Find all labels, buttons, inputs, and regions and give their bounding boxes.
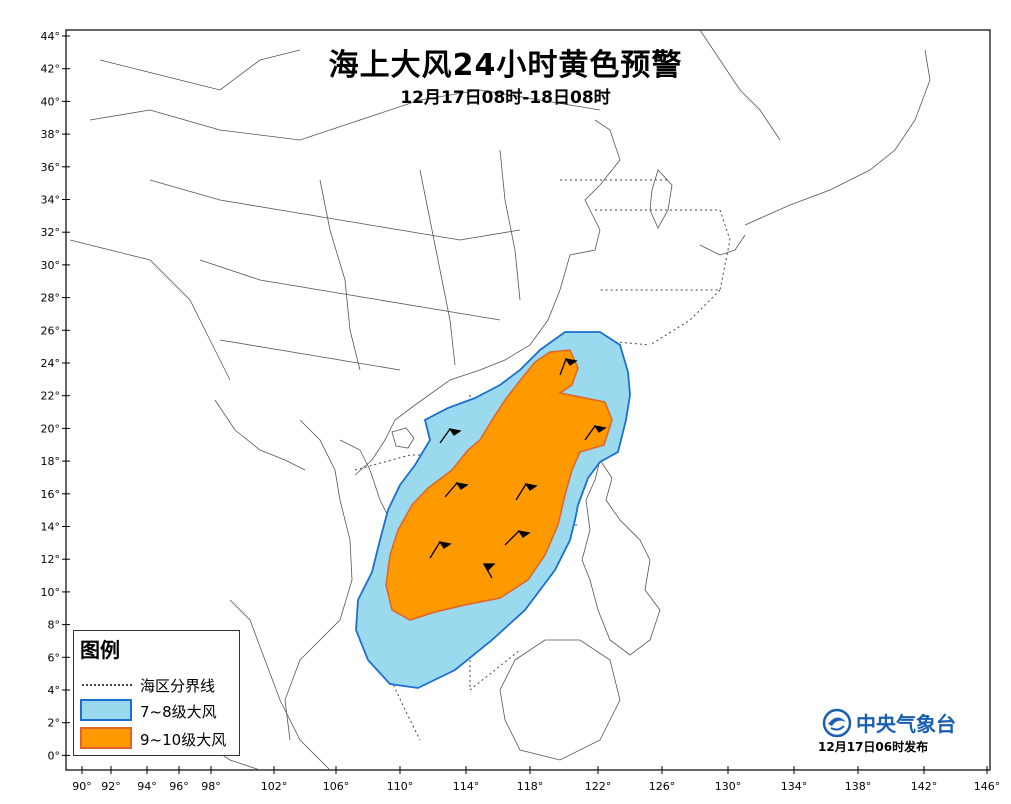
lon-tick-label: 90° xyxy=(72,780,92,793)
gale-9-10-zone xyxy=(385,349,613,621)
lat-tick-label: 0° xyxy=(48,749,61,762)
lat-tick-label: 24° xyxy=(41,357,61,370)
lat-tick-label: 42° xyxy=(41,63,61,76)
wind-barb xyxy=(515,483,538,501)
lon-tick-label: 122° xyxy=(585,780,612,793)
lon-tick-label: 118° xyxy=(517,780,544,793)
agency-name: 中央气象台 xyxy=(856,712,956,736)
wind-barb xyxy=(504,530,531,546)
lon-tick-label: 142° xyxy=(911,780,938,793)
lon-tick-label: 98° xyxy=(201,780,221,793)
lon-tick-label: 138° xyxy=(845,780,872,793)
dotted-line-swatch xyxy=(82,684,132,686)
legend: 图例 海区分界线 7~8级大风 9~10级大风 xyxy=(73,630,240,756)
lat-tick-label: 38° xyxy=(41,128,61,141)
wind-barb xyxy=(429,541,452,559)
lat-tick-label: 44° xyxy=(41,30,61,43)
lat-tick-label: 40° xyxy=(41,95,61,108)
lat-tick-label: 16° xyxy=(41,488,61,501)
lat-tick-label: 2° xyxy=(48,717,61,730)
blue-swatch xyxy=(80,699,132,721)
lat-tick-label: 20° xyxy=(41,422,61,435)
wind-barb xyxy=(482,563,496,579)
agency-logo: 中央气象台 xyxy=(820,706,990,740)
wind-barb xyxy=(439,428,462,444)
lat-tick-label: 22° xyxy=(41,390,61,403)
lat-tick-label: 26° xyxy=(41,324,61,337)
lon-tick-label: 92° xyxy=(101,780,121,793)
lon-tick-label: 102° xyxy=(261,780,288,793)
map-title: 海上大风24小时黄色预警 xyxy=(328,48,683,83)
issued-time: 12月17日06时发布 xyxy=(818,740,929,754)
lat-tick-label: 10° xyxy=(41,586,61,599)
lat-tick-label: 8° xyxy=(48,619,61,632)
lat-tick-label: 18° xyxy=(41,455,61,468)
land-boundaries xyxy=(69,29,931,771)
lon-tick-label: 134° xyxy=(781,780,808,793)
legend-item-boundary: 海区分界线 xyxy=(78,671,236,699)
wind-barb xyxy=(444,482,469,498)
lat-tick-label: 12° xyxy=(41,553,61,566)
lon-tick-label: 106° xyxy=(323,780,350,793)
cma-logo-icon xyxy=(822,708,852,738)
legend-label: 7~8级大风 xyxy=(140,703,217,721)
map-subtitle: 12月17日08时-18日08时 xyxy=(400,88,611,108)
lat-tick-label: 4° xyxy=(48,684,61,697)
lon-tick-label: 96° xyxy=(169,780,189,793)
legend-label: 海区分界线 xyxy=(140,677,216,695)
lon-tick-label: 114° xyxy=(453,780,480,793)
lat-tick-label: 30° xyxy=(41,259,61,272)
orange-swatch xyxy=(80,727,132,749)
wind-barb xyxy=(559,358,578,376)
lat-tick-label: 6° xyxy=(48,651,61,664)
legend-item-gale-9-10: 9~10级大风 xyxy=(78,725,236,753)
lon-tick-label: 94° xyxy=(137,780,157,793)
lat-tick-label: 14° xyxy=(41,521,61,534)
lon-tick-label: 110° xyxy=(387,780,414,793)
wind-barbs xyxy=(429,358,607,579)
wind-barb xyxy=(584,425,607,441)
lat-tick-label: 32° xyxy=(41,226,61,239)
lon-tick-label: 126° xyxy=(649,780,676,793)
longitude-axis: 90° 92° 94° 96° 98° 102° 106° 110° 114° 118° 122° 1… xyxy=(72,766,1000,793)
lon-tick-label: 146° xyxy=(974,780,1001,793)
latitude-axis: 44° 42° 40° 38° 36° 34° 32° 30° 28° 26° 24° 22° 20° 1… xyxy=(41,30,70,762)
legend-title: 图例 xyxy=(80,638,120,662)
lat-tick-label: 28° xyxy=(41,292,61,305)
legend-item-gale-7-8: 7~8级大风 xyxy=(78,697,236,725)
legend-label: 9~10级大风 xyxy=(140,731,227,749)
lon-tick-label: 130° xyxy=(715,780,742,793)
lat-tick-label: 34° xyxy=(41,194,61,207)
lat-tick-label: 36° xyxy=(41,161,61,174)
